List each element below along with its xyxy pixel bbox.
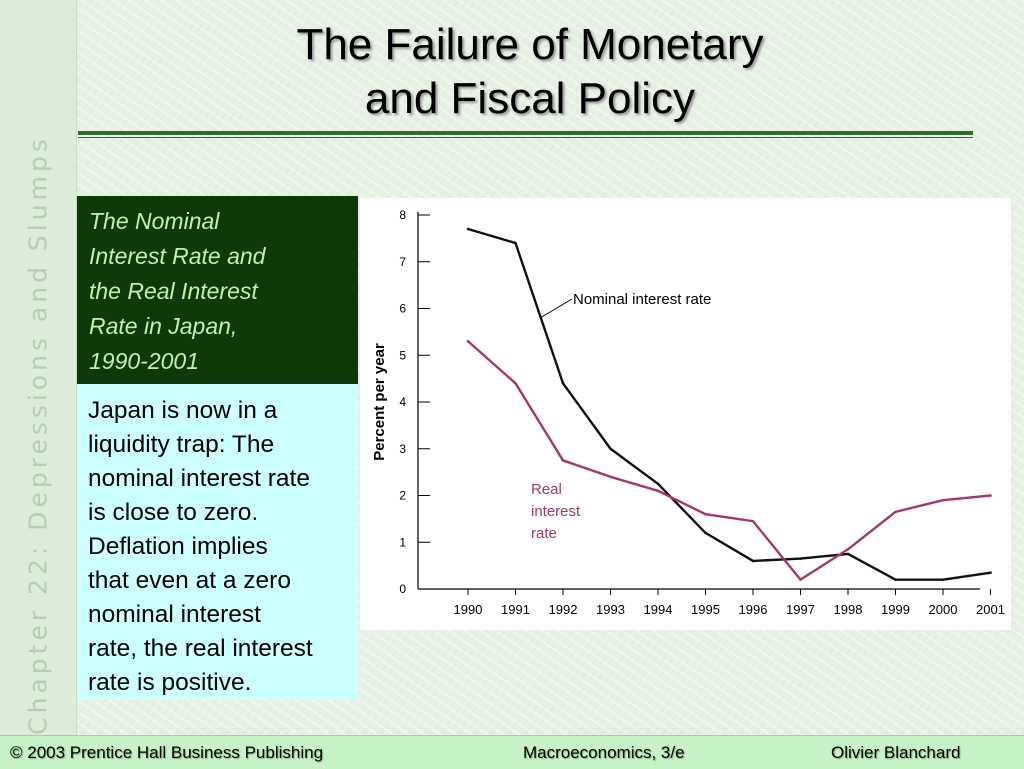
note-line: nominal interest — [88, 601, 261, 628]
data-point-real — [656, 489, 660, 493]
nominal-series-label: Nominal interest rate — [573, 291, 711, 308]
x-tick-label: 2000 — [929, 602, 958, 617]
x-tick-label: 1997 — [786, 602, 815, 617]
explanation-note: Japan is now in a liquidity trap: The no… — [77, 384, 358, 700]
note-line: is close to zero. — [88, 499, 259, 526]
x-tick-label: 1991 — [501, 602, 530, 617]
x-tick-label: 1992 — [549, 602, 578, 617]
nominal-label-leader — [539, 298, 573, 319]
x-tick-label: 1998 — [834, 602, 863, 617]
caption-line: the Real Interest — [89, 278, 258, 304]
data-point-nominal — [751, 559, 755, 563]
data-point-nominal — [799, 557, 802, 560]
x-tick-label: 1999 — [881, 602, 910, 617]
title-line: The Failure of Monetary — [296, 20, 764, 69]
note-line: Deflation implies — [88, 533, 268, 560]
caption-line: Interest Rate and — [89, 243, 266, 269]
y-tick-label: 6 — [399, 302, 406, 316]
data-point-real — [941, 498, 945, 502]
data-point-real — [514, 382, 517, 385]
side-band: Chapter 22: Depressions and Slumps — [0, 0, 77, 735]
footer-book: Macroeconomics, 3/e — [523, 743, 685, 762]
data-point-nominal — [894, 578, 897, 581]
note-line: liquidity trap: The — [88, 431, 275, 458]
data-point-nominal — [466, 227, 470, 231]
data-point-nominal — [846, 552, 850, 556]
data-point-real — [466, 339, 470, 343]
note-line: rate is positive. — [88, 669, 252, 696]
x-tick-label: 1996 — [739, 602, 768, 617]
slide-title: The Failure of Monetary and Fiscal Polic… — [80, 18, 980, 126]
x-tick-label: 1995 — [691, 602, 720, 617]
interest-rate-chart: 0 1 2 3 4 5 6 7 8 Percent per year 1990 1991 1992 199… — [371, 208, 1005, 617]
y-axis-title: Percent per year — [371, 343, 388, 461]
data-point-nominal — [656, 482, 660, 486]
caption-line: 1990-2001 — [89, 348, 199, 374]
data-point-real — [751, 519, 755, 523]
y-tick-label: 1 — [399, 535, 406, 549]
title-rule — [78, 131, 973, 135]
footer-bar: © 2003 Prentice Hall Business Publishing… — [0, 735, 1024, 769]
x-tick-label: 2001 — [976, 602, 1005, 617]
y-tick-label: 8 — [399, 208, 406, 222]
note-line: that even at a zero — [88, 567, 291, 594]
series-line-nominal — [467, 227, 991, 581]
series-line-real — [467, 340, 991, 581]
note-line: nominal interest rate — [88, 465, 310, 492]
y-tick-label: 3 — [399, 442, 406, 456]
y-tick-label: 7 — [399, 255, 406, 269]
data-point-nominal — [609, 447, 612, 451]
footer-copyright: © 2003 Prentice Hall Business Publishing — [10, 743, 324, 762]
note-line: Japan is now in a — [88, 397, 278, 424]
x-tick-label: 1993 — [596, 602, 625, 617]
data-point-nominal — [561, 382, 565, 385]
footer-author: Olivier Blanchard — [831, 743, 961, 762]
chart-panel: 0 1 2 3 4 5 6 7 8 Percent per year 1990 1991 1992 199… — [360, 198, 1011, 630]
data-point-real — [609, 475, 612, 479]
data-point-nominal — [514, 241, 517, 245]
data-point-nominal — [941, 578, 945, 581]
x-tick-label: 1994 — [644, 602, 673, 617]
y-tick-label: 5 — [399, 348, 406, 362]
y-tick-label: 0 — [399, 582, 406, 596]
data-point-real — [989, 494, 992, 497]
data-point-real — [704, 512, 707, 516]
title-line: and Fiscal Policy — [364, 74, 696, 123]
title-rule-thin — [78, 137, 973, 138]
caption-line: Rate in Japan, — [89, 313, 238, 339]
real-series-label: interest — [531, 503, 581, 520]
x-tick-label: 1990 — [454, 602, 483, 617]
real-series-label: Real — [531, 481, 562, 498]
data-point-nominal — [704, 531, 707, 535]
data-point-nominal — [989, 571, 992, 574]
data-point-real — [894, 510, 897, 514]
y-tick-label: 4 — [399, 395, 406, 409]
note-line: rate, the real interest — [88, 635, 313, 662]
real-series-label: rate — [531, 525, 557, 542]
data-point-real — [561, 459, 565, 462]
data-point-real — [799, 578, 802, 581]
caption-line: The Nominal — [89, 208, 220, 234]
figure-caption: The Nominal Interest Rate and the Real I… — [77, 196, 358, 384]
chapter-label: Chapter 22: Depressions and Slumps — [23, 135, 53, 735]
data-point-real — [846, 547, 850, 551]
y-tick-label: 2 — [399, 489, 406, 503]
